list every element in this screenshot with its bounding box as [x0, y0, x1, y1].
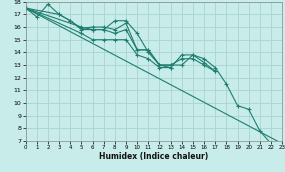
- X-axis label: Humidex (Indice chaleur): Humidex (Indice chaleur): [99, 152, 209, 161]
